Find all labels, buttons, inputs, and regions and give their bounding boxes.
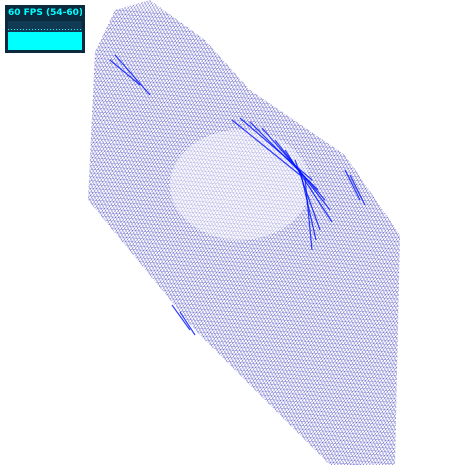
- fps-graph: [8, 21, 82, 50]
- ridge-stroke: [274, 139, 331, 211]
- fps-graph-bar: [8, 32, 82, 50]
- ridge-stroke: [239, 117, 313, 181]
- ridge-stroke: [284, 149, 333, 223]
- ridge-stroke: [304, 177, 313, 251]
- ridge-stroke: [344, 169, 361, 201]
- ridge-stroke: [179, 311, 196, 336]
- ridge-stroke: [114, 54, 151, 96]
- ridge-stroke: [231, 119, 301, 176]
- fps-graph-history: [8, 29, 82, 30]
- ridge-stroke: [171, 304, 191, 331]
- ridge-stroke: [294, 159, 321, 231]
- ridge-stroke: [349, 174, 366, 206]
- terrain-ridge-shading: [109, 54, 366, 336]
- fps-stats-panel[interactable]: 60 FPS (54-60): [5, 5, 85, 53]
- ridge-stroke: [109, 59, 141, 86]
- fps-readout: 60 FPS (54-60): [8, 8, 82, 18]
